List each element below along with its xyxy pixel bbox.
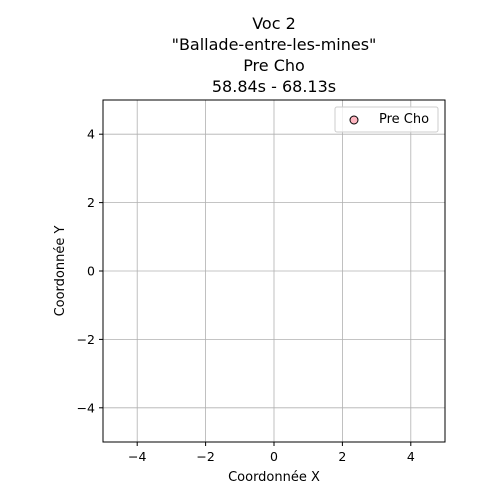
y-axis-ticks: −4 −2 0 2 4 [77,127,103,415]
chart-title-line: 58.84s - 68.13s [212,77,336,96]
x-axis-label: Coordonnée X [228,470,320,485]
grid [103,100,445,442]
legend: Pre Cho [334,106,439,133]
x-tick-label: 4 [407,449,415,464]
y-tick-label: 0 [87,264,95,279]
chart-title-line: "Ballade-entre-les-mines" [172,35,377,54]
legend-marker-icon [349,115,359,125]
y-tick-label: −2 [77,332,95,347]
chart-title: Voc 2 "Ballade-entre-les-mines" Pre Cho 58.… [172,14,377,96]
x-tick-label: 2 [338,449,346,464]
chart-title-line: Voc 2 [252,14,296,33]
y-tick-label: 4 [87,127,95,142]
x-axis-ticks: −4 −2 0 2 4 [128,442,415,464]
x-tick-label: −4 [128,449,146,464]
chart-title-line: Pre Cho [243,56,305,75]
legend-label: Pre Cho [379,112,429,127]
x-tick-label: −2 [196,449,214,464]
y-tick-label: 2 [87,195,95,210]
y-axis-label: Coordonnée Y [53,226,68,317]
y-tick-label: −4 [77,400,95,415]
legend-box [334,106,439,133]
x-tick-label: 0 [270,449,278,464]
